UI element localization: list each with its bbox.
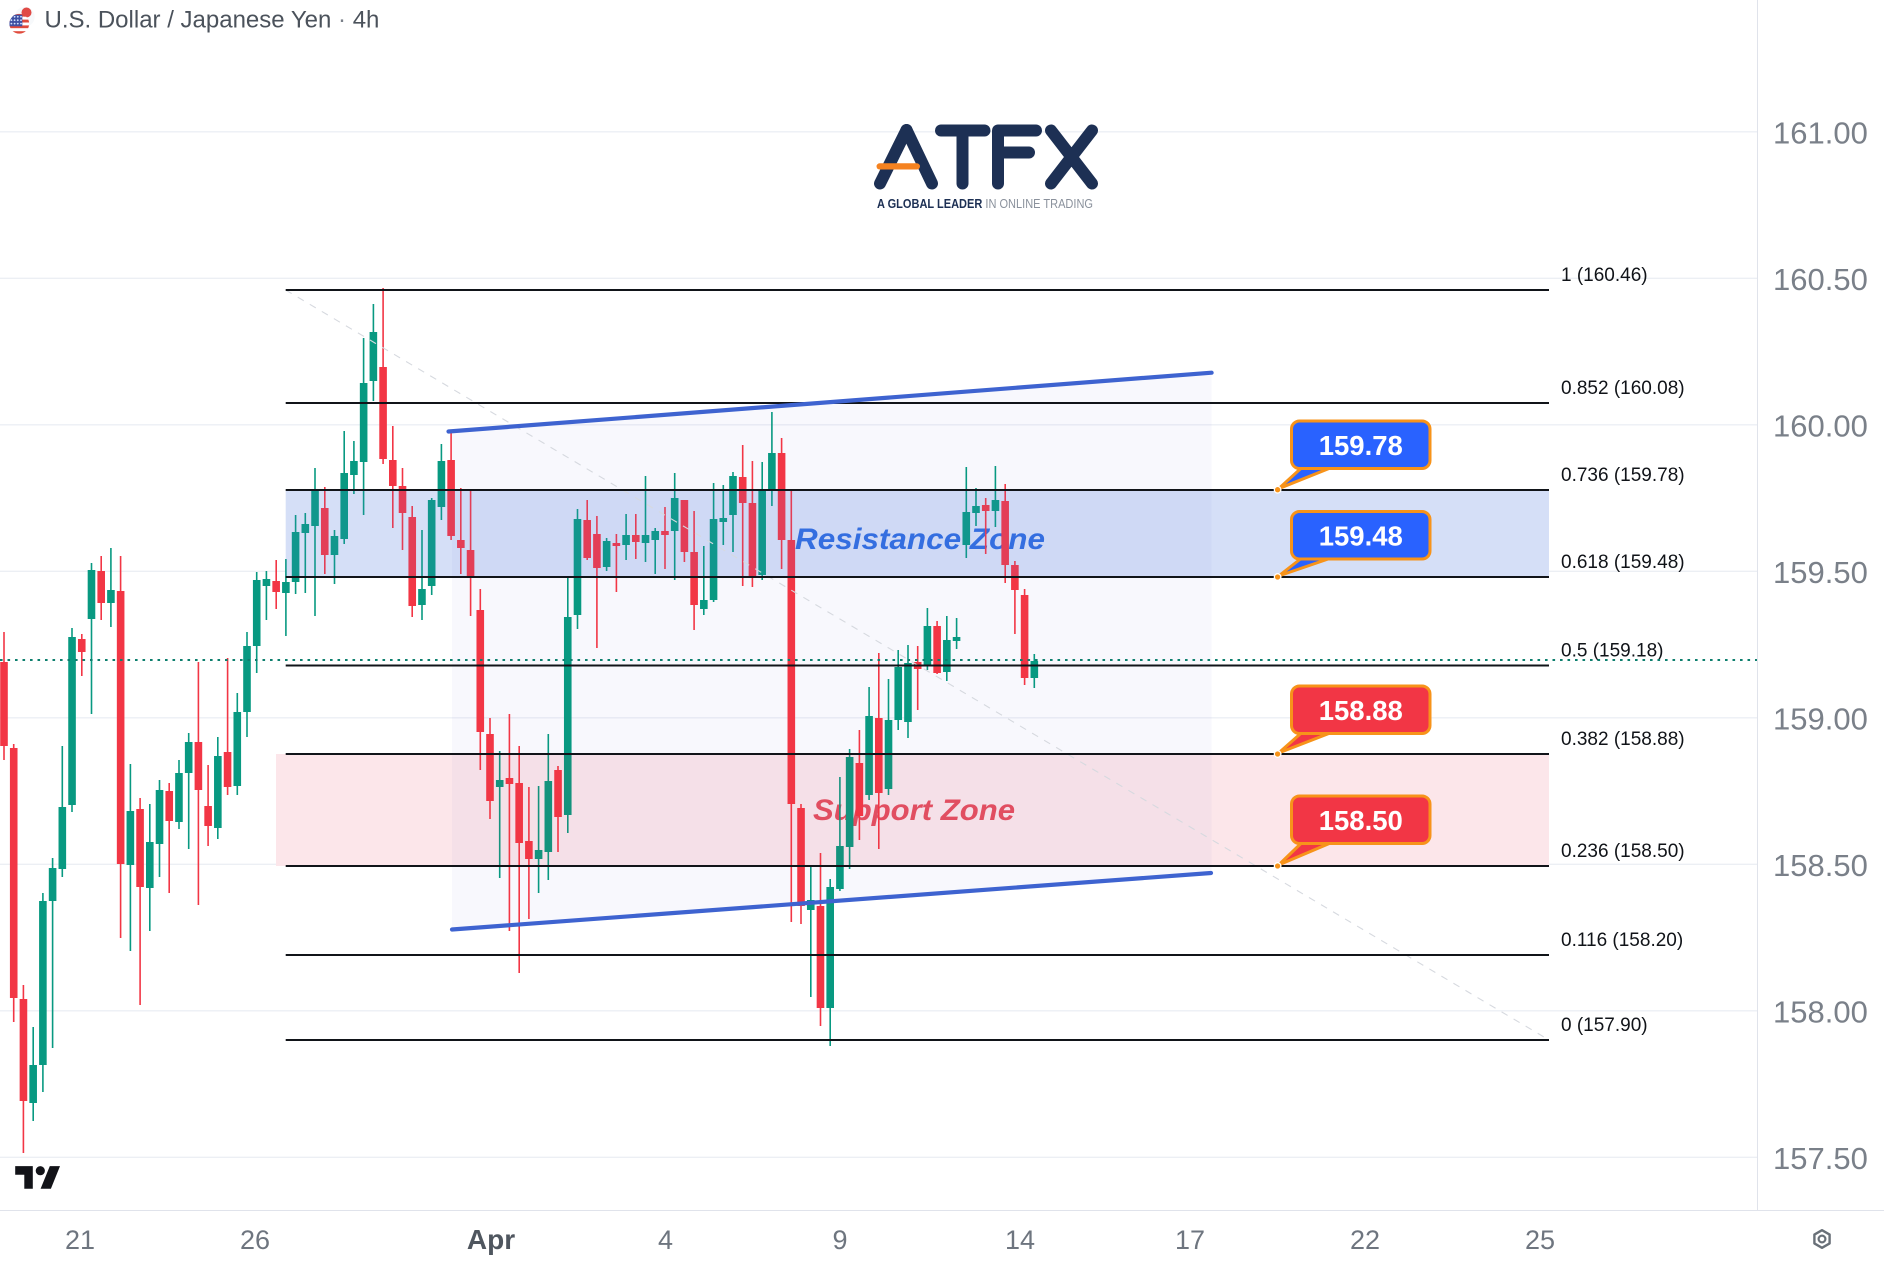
svg-text:0.736 (159.78): 0.736 (159.78) xyxy=(1561,465,1685,486)
svg-text:0.382 (158.88): 0.382 (158.88) xyxy=(1561,729,1685,750)
svg-text:159.48: 159.48 xyxy=(1319,521,1403,552)
svg-text:158.00: 158.00 xyxy=(1773,994,1868,1029)
svg-text:0.236 (158.50): 0.236 (158.50) xyxy=(1561,841,1685,862)
svg-text:A GLOBAL LEADER IN ONLINE TRAD: A GLOBAL LEADER IN ONLINE TRADING xyxy=(877,196,1093,211)
svg-text:161.00: 161.00 xyxy=(1773,115,1868,150)
svg-text:9: 9 xyxy=(832,1225,847,1255)
svg-text:14: 14 xyxy=(1005,1225,1035,1255)
svg-text:0 (157.90): 0 (157.90) xyxy=(1561,1015,1648,1036)
svg-text:1 (160.46): 1 (160.46) xyxy=(1561,265,1648,286)
svg-text:157.50: 157.50 xyxy=(1773,1141,1868,1176)
svg-text:0.618 (159.48): 0.618 (159.48) xyxy=(1561,552,1685,573)
svg-text:158.88: 158.88 xyxy=(1319,695,1403,726)
svg-text:4: 4 xyxy=(658,1225,673,1255)
svg-text:158.50: 158.50 xyxy=(1773,848,1868,883)
svg-text:0.852 (160.08): 0.852 (160.08) xyxy=(1561,378,1685,399)
svg-text:0.5 (159.18): 0.5 (159.18) xyxy=(1561,641,1663,662)
svg-text:U.S. Dollar / Japanese Yen · 4: U.S. Dollar / Japanese Yen · 4h xyxy=(45,7,380,34)
svg-text:159.00: 159.00 xyxy=(1773,701,1868,736)
svg-text:17: 17 xyxy=(1175,1225,1205,1255)
svg-text:Apr: Apr xyxy=(467,1224,515,1255)
svg-text:158.50: 158.50 xyxy=(1319,805,1403,836)
svg-text:22: 22 xyxy=(1350,1225,1380,1255)
svg-text:25: 25 xyxy=(1525,1225,1555,1255)
svg-text:160.50: 160.50 xyxy=(1773,262,1868,297)
svg-text:159.50: 159.50 xyxy=(1773,555,1868,590)
svg-text:0.116 (158.20): 0.116 (158.20) xyxy=(1561,930,1683,951)
svg-text:159.78: 159.78 xyxy=(1319,430,1403,461)
svg-text:26: 26 xyxy=(240,1225,270,1255)
svg-text:21: 21 xyxy=(65,1225,95,1255)
svg-text:160.00: 160.00 xyxy=(1773,408,1868,443)
